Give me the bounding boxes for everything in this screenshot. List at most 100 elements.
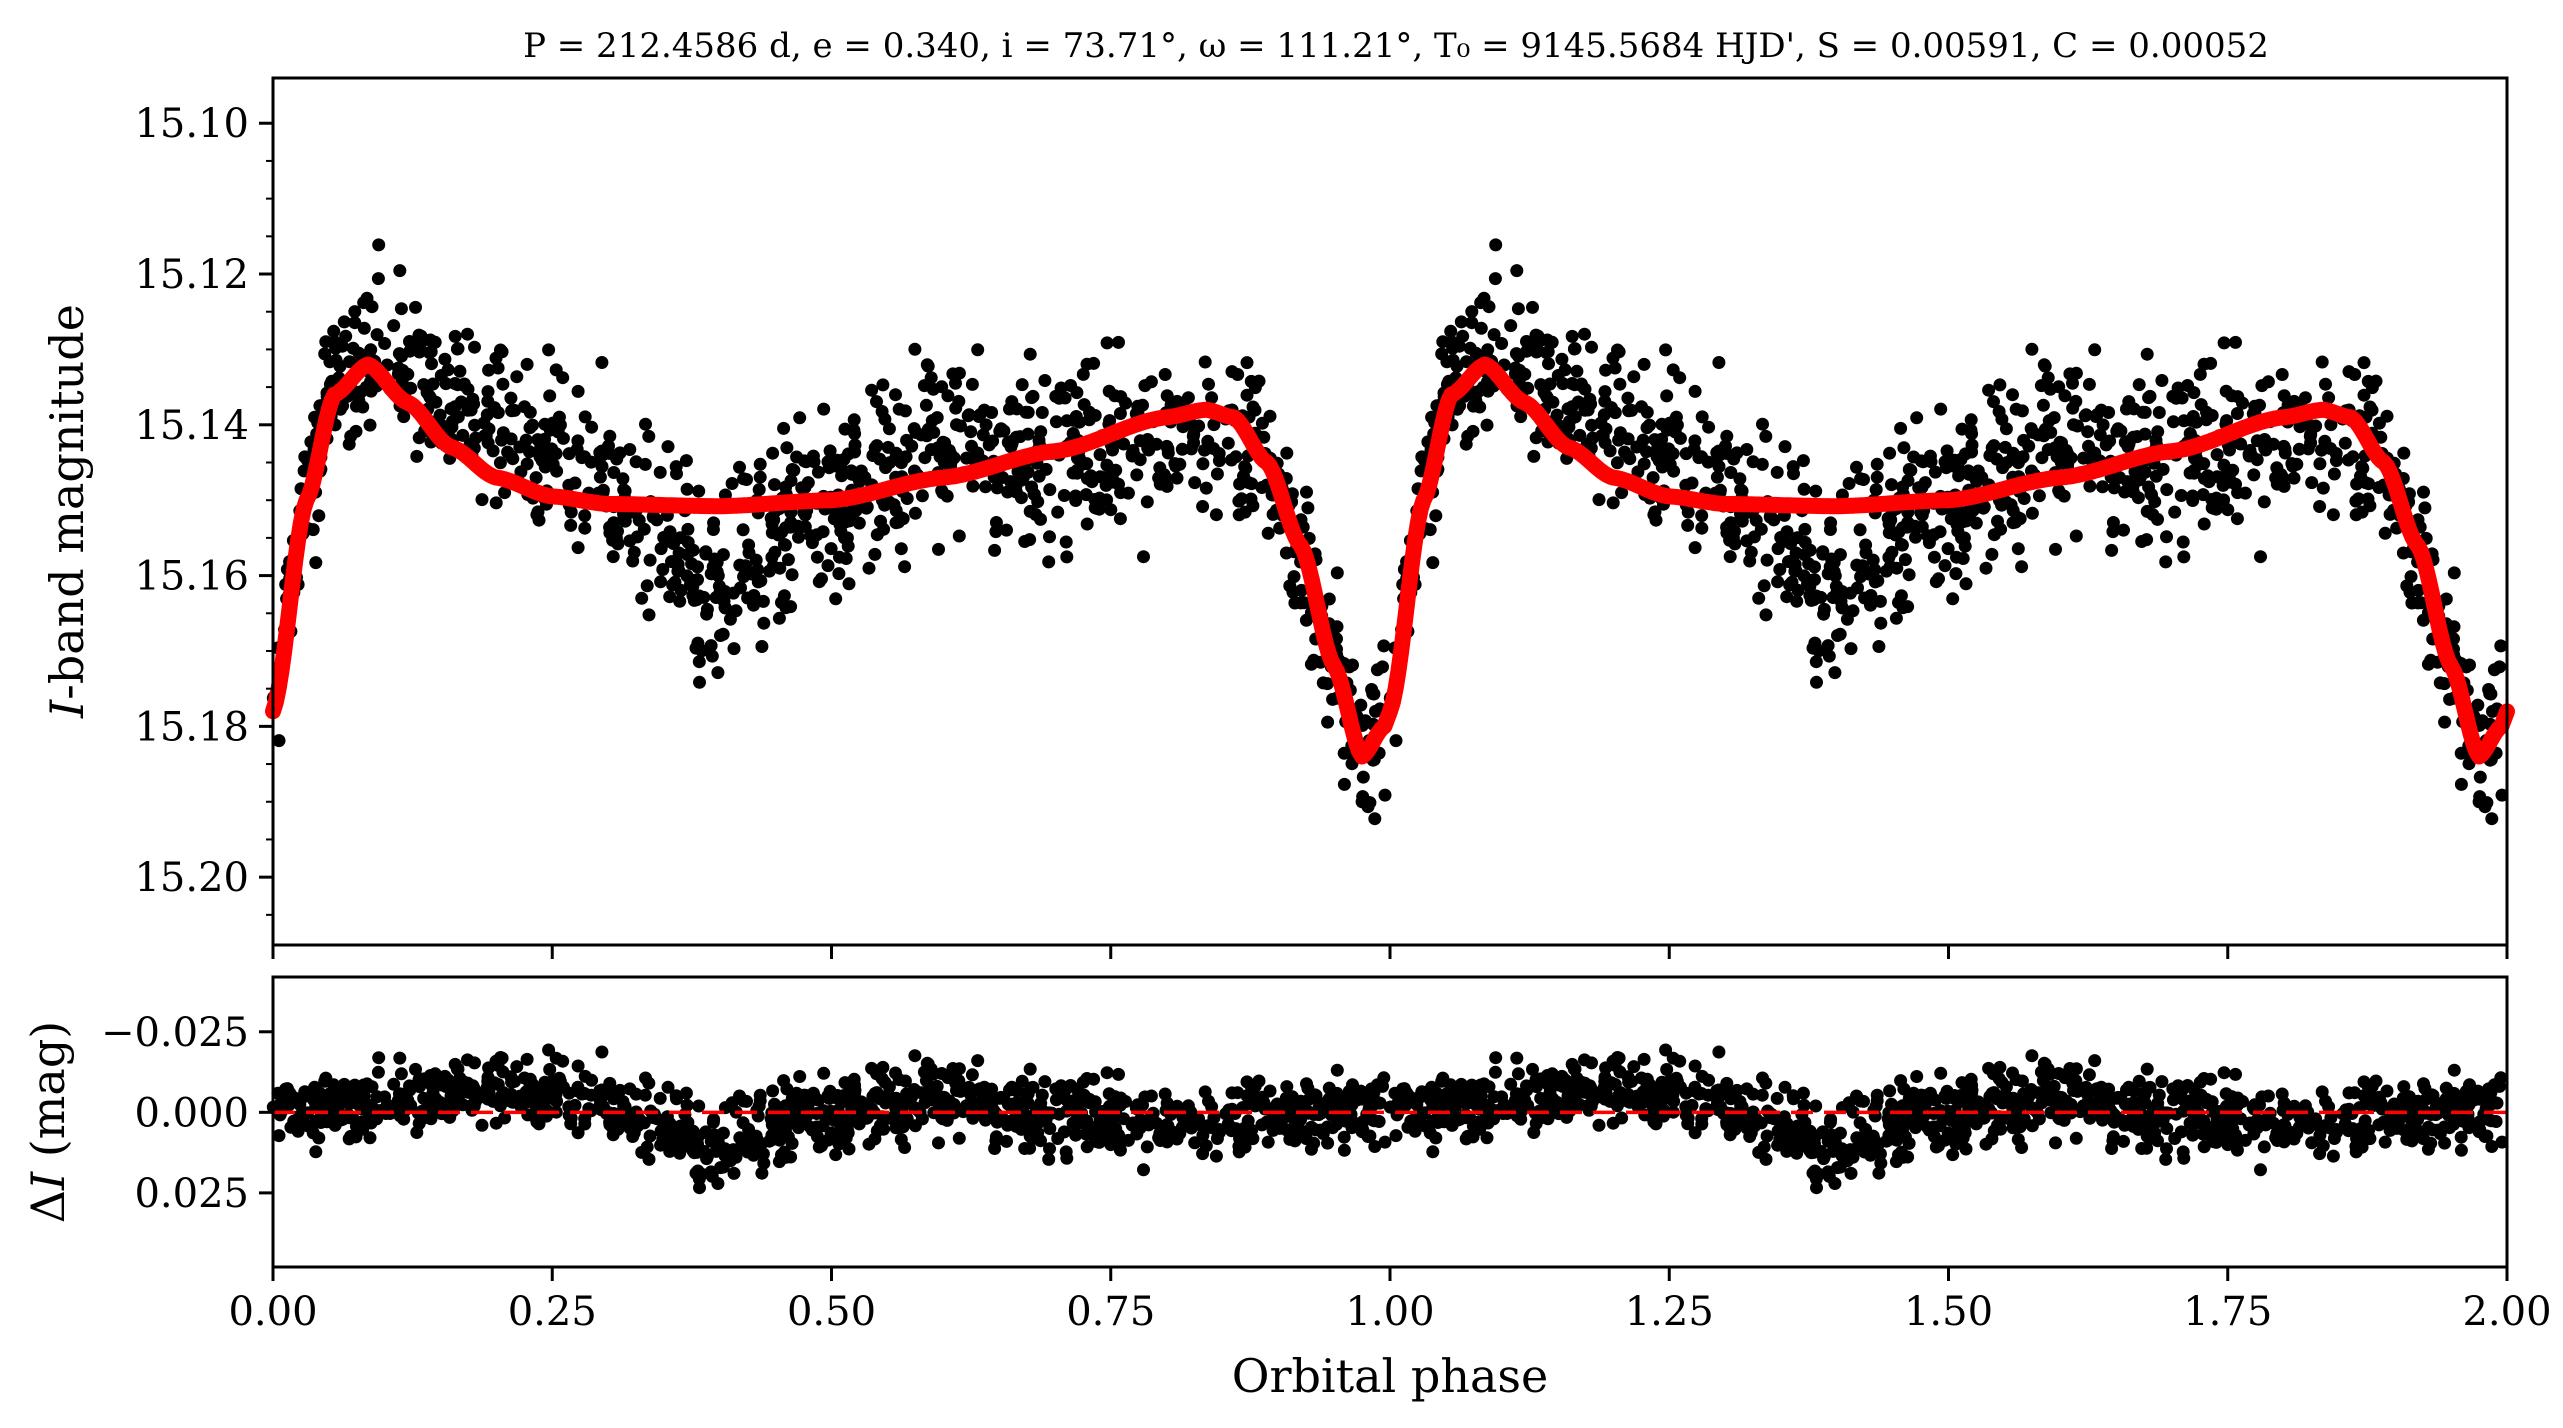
residual-point — [1267, 1115, 1281, 1128]
residual-point — [1993, 1060, 2007, 1074]
data-point — [1198, 443, 1211, 457]
residual-point — [1606, 1054, 1620, 1068]
data-point — [778, 538, 792, 552]
residual-point — [1023, 1141, 1037, 1155]
data-point — [1740, 534, 1754, 548]
residual-point — [989, 1130, 1003, 1144]
data-point — [2197, 517, 2211, 531]
residual-point — [1760, 1129, 1774, 1143]
residual-point — [392, 1087, 406, 1101]
residual-point — [513, 1089, 527, 1103]
residual-point — [1427, 1092, 1441, 1106]
residual-point — [1157, 1130, 1171, 1144]
residual-point — [1846, 1150, 1860, 1164]
residual-point — [946, 1062, 960, 1075]
residual-point — [2192, 1114, 2206, 1128]
data-point — [988, 543, 1002, 557]
residual-point — [2138, 1096, 2152, 1110]
residual-point — [1679, 1086, 1693, 1100]
residual-point — [403, 1079, 416, 1093]
residual-point — [1245, 1123, 1259, 1137]
residual-point — [2230, 1143, 2244, 1157]
data-point — [1733, 472, 1747, 486]
residual-point — [996, 1111, 1009, 1125]
residual-point — [716, 1160, 730, 1174]
data-point — [1512, 373, 1526, 387]
data-point — [1621, 391, 1635, 405]
residual-point — [1938, 1089, 1952, 1103]
data-point — [1604, 401, 1618, 415]
data-point — [680, 482, 694, 496]
residual-point — [2304, 1119, 2318, 1133]
residual-point — [752, 1099, 766, 1113]
data-point — [378, 337, 392, 350]
data-point — [1444, 324, 1458, 338]
data-point — [779, 601, 793, 615]
residual-point — [1701, 1088, 1715, 1102]
data-point — [306, 523, 320, 537]
residual-point — [2313, 1128, 2327, 1142]
residual-point — [1688, 1059, 1702, 1073]
data-point — [1846, 604, 1860, 618]
data-point — [518, 400, 531, 414]
data-point — [504, 432, 518, 446]
data-point — [1023, 347, 1037, 361]
data-point — [898, 560, 912, 574]
data-point — [1342, 660, 1356, 674]
data-point — [1072, 415, 1086, 429]
data-point — [2105, 543, 2119, 557]
residual-point — [1023, 1062, 1037, 1076]
residual-point — [1280, 1080, 1294, 1094]
residual-point — [971, 1054, 985, 1068]
data-point — [1882, 526, 1896, 540]
data-point — [542, 343, 556, 357]
residual-point — [2425, 1088, 2439, 1102]
residual-point — [1551, 1078, 1565, 1092]
residual-point — [845, 1095, 859, 1109]
data-point — [1280, 446, 1294, 460]
data-point — [1770, 465, 1784, 479]
data-point — [2322, 391, 2336, 405]
data-point — [1889, 611, 1903, 625]
data-point — [475, 493, 489, 507]
x-tick-label: 0.00 — [228, 1289, 317, 1335]
residual-point — [1164, 1108, 1178, 1121]
residual-point — [571, 1059, 585, 1073]
data-point — [681, 522, 695, 536]
data-point — [1059, 535, 1073, 549]
residual-point — [1207, 1111, 1221, 1125]
data-point — [1459, 437, 1473, 451]
data-point — [2236, 396, 2249, 410]
data-point — [1480, 418, 1494, 432]
data-point — [1940, 444, 1954, 458]
data-point — [2459, 660, 2473, 674]
residual-point — [617, 1099, 631, 1113]
residual-point — [695, 1167, 709, 1181]
data-point — [413, 338, 427, 352]
residual-point — [868, 1086, 882, 1100]
data-point — [309, 556, 323, 570]
data-point — [2355, 460, 2369, 474]
data-point — [1168, 457, 1182, 471]
data-point — [2438, 715, 2452, 729]
residual-point — [1389, 1129, 1403, 1143]
data-point — [1198, 355, 1212, 369]
data-point — [1255, 481, 1269, 494]
residual-point — [1897, 1082, 1911, 1096]
data-point — [562, 478, 576, 492]
data-point — [2093, 428, 2107, 442]
residual-point — [602, 1081, 615, 1095]
data-point — [2140, 347, 2154, 361]
data-point — [765, 526, 779, 540]
residual-point — [342, 1132, 356, 1146]
data-point — [835, 469, 849, 483]
data-point — [870, 528, 884, 542]
residual-point — [1777, 1121, 1791, 1135]
data-point — [1791, 583, 1805, 597]
residual-point — [1667, 1094, 1681, 1108]
residual-point — [1995, 1112, 2009, 1126]
data-point — [1759, 429, 1773, 443]
data-point — [564, 518, 578, 532]
residual-point — [1883, 1084, 1897, 1098]
